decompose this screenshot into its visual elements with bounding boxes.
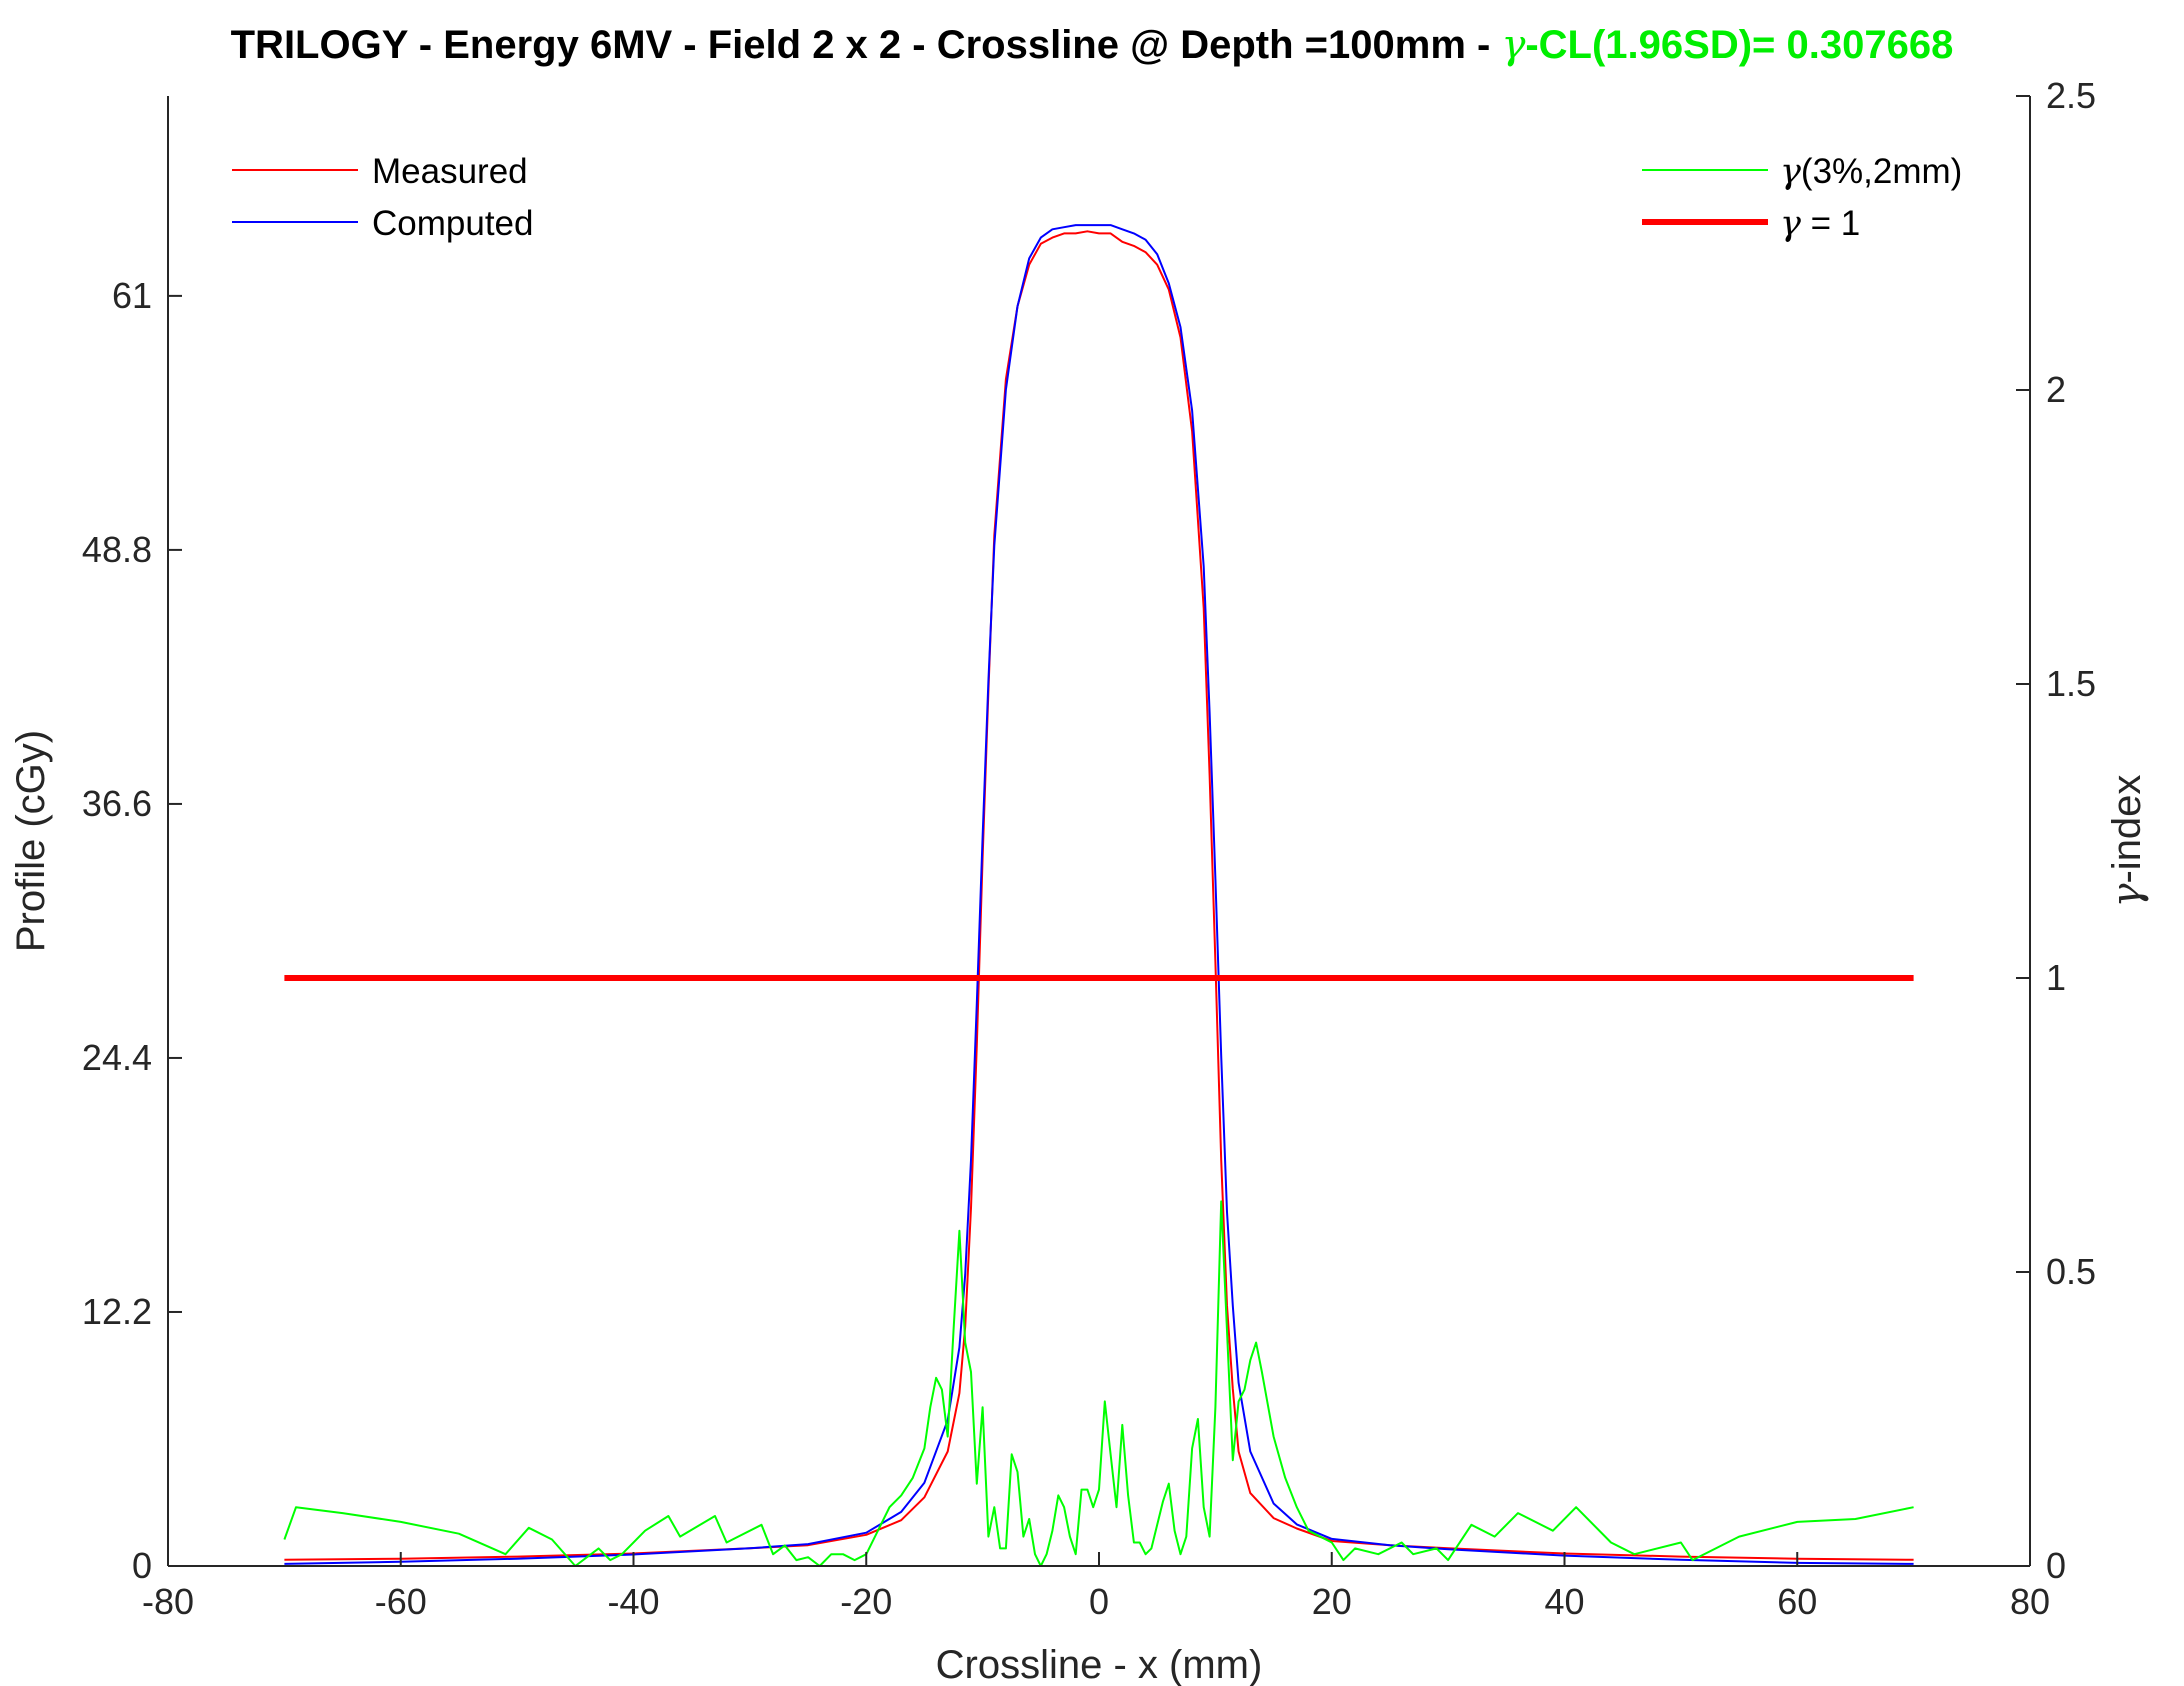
- legend-measured-label: Measured: [372, 152, 528, 191]
- chart-title-gamma-label: -CL(1.96SD)= 0.307668: [1525, 23, 1953, 67]
- x-tick-label: -80: [142, 1581, 194, 1622]
- legend-right: γ(3%,2mm) γ = 1: [1642, 152, 1962, 244]
- y2-tick-label: 2: [2046, 369, 2066, 410]
- legend-gamma-label-text: (3%,2mm): [1801, 152, 1962, 191]
- y-tick-label: 61: [112, 275, 152, 316]
- legend-gamma-one-label: γ = 1: [1780, 204, 1860, 244]
- chart-title-gamma-symbol: γ: [1501, 22, 1525, 68]
- x-tick-label: 80: [2010, 1581, 2050, 1622]
- chart-title: TRILOGY - Energy 6MV - Field 2 x 2 - Cro…: [231, 22, 1954, 68]
- y-tick-label: 0: [132, 1545, 152, 1586]
- x-tick-label: 40: [1544, 1581, 1584, 1622]
- chart-title-main: TRILOGY - Energy 6MV - Field 2 x 2 - Cro…: [231, 23, 1502, 67]
- y-axis-left-label: Profile (cGy): [9, 730, 53, 952]
- y-axis-right-ticks: 0 0.5 1 1.5 2 2.5: [2016, 75, 2096, 1586]
- x-tick-label: -40: [607, 1581, 659, 1622]
- y-axis-left-ticks: 0 12.2 24.4 36.6 48.8 61: [82, 275, 182, 1586]
- series-line-0: [284, 230, 1914, 1561]
- legend-computed-label: Computed: [372, 204, 533, 243]
- legend-gamma-one-label-text: = 1: [1801, 204, 1860, 243]
- y2-tick-label: 0.5: [2046, 1251, 2096, 1292]
- y-axis-right-label: γ-index: [2104, 775, 2150, 908]
- x-axis-label: Crossline - x (mm): [936, 1643, 1263, 1686]
- y-tick-label: 24.4: [82, 1037, 152, 1078]
- plot-lines: [283, 224, 1914, 1567]
- legend-left: Measured Computed: [232, 152, 533, 243]
- x-tick-label: 60: [1777, 1581, 1817, 1622]
- legend-gamma-label: γ(3%,2mm): [1780, 152, 1962, 192]
- y-tick-label: 12.2: [82, 1291, 152, 1332]
- x-tick-label: -60: [375, 1581, 427, 1622]
- legend-gamma-one-label-symbol: γ: [1780, 204, 1801, 244]
- y2-tick-label: 0: [2046, 1545, 2066, 1586]
- y-tick-label: 36.6: [82, 783, 152, 824]
- y-axis-right-label-text: -index: [2105, 775, 2149, 884]
- y2-tick-label: 2.5: [2046, 75, 2096, 116]
- y2-tick-label: 1.5: [2046, 663, 2096, 704]
- series-line-1: [284, 224, 1914, 1565]
- x-axis-ticks: -80 -60 -40 -20 0 20 40 60 80: [142, 1552, 2050, 1622]
- y-axis-right-label-gamma: γ: [2104, 883, 2150, 907]
- x-tick-label: 20: [1312, 1581, 1352, 1622]
- x-tick-label: 0: [1089, 1581, 1109, 1622]
- y2-tick-label: 1: [2046, 957, 2066, 998]
- series-line-2: [283, 1200, 1914, 1567]
- x-tick-label: -20: [840, 1581, 892, 1622]
- legend-gamma-label-symbol: γ: [1780, 152, 1801, 192]
- y-tick-label: 48.8: [82, 529, 152, 570]
